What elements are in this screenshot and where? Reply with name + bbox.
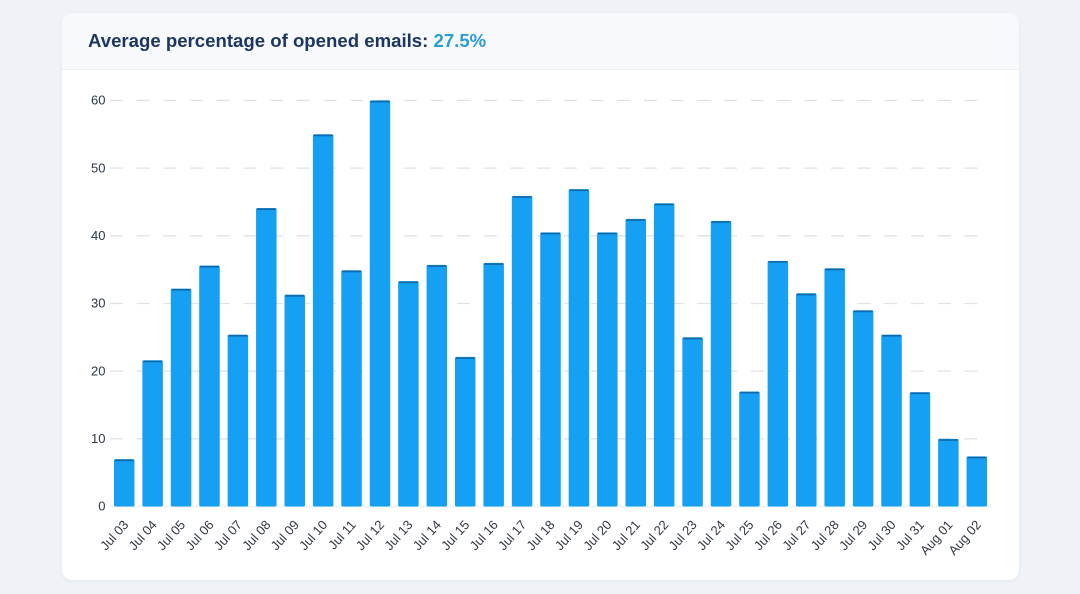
svg-text:Jul 20: Jul 20 (580, 517, 614, 553)
svg-text:Jul 15: Jul 15 (438, 517, 472, 553)
svg-text:0: 0 (98, 499, 105, 514)
svg-text:Jul 18: Jul 18 (523, 517, 557, 553)
svg-text:50: 50 (91, 160, 105, 175)
svg-text:Jul 21: Jul 21 (609, 517, 643, 553)
svg-text:Jul 10: Jul 10 (296, 517, 330, 553)
svg-text:Jul 04: Jul 04 (125, 517, 159, 553)
svg-text:20: 20 (91, 363, 105, 378)
svg-text:Jul 11: Jul 11 (325, 517, 359, 552)
svg-text:Jul 05: Jul 05 (154, 517, 188, 553)
svg-text:Jul 14: Jul 14 (410, 517, 444, 553)
svg-text:Jul 22: Jul 22 (637, 517, 671, 553)
svg-text:Jul 08: Jul 08 (239, 517, 273, 553)
svg-text:Jul 16: Jul 16 (467, 517, 501, 553)
svg-text:Jul 13: Jul 13 (381, 517, 415, 553)
svg-text:Jul 23: Jul 23 (665, 517, 699, 553)
svg-text:Jul 19: Jul 19 (552, 517, 586, 553)
svg-text:10: 10 (91, 431, 105, 446)
svg-text:Jul 09: Jul 09 (268, 517, 302, 553)
svg-text:60: 60 (91, 93, 105, 108)
svg-text:Jul 27: Jul 27 (779, 517, 813, 553)
svg-text:Jul 28: Jul 28 (808, 517, 842, 553)
svg-text:Jul 03: Jul 03 (97, 517, 131, 553)
svg-text:Jul 30: Jul 30 (864, 517, 898, 553)
svg-text:Jul 12: Jul 12 (353, 517, 387, 553)
svg-text:Jul 26: Jul 26 (751, 517, 785, 553)
svg-text:Jul 06: Jul 06 (182, 517, 216, 553)
svg-text:Jul 07: Jul 07 (211, 517, 245, 553)
svg-text:Jul 24: Jul 24 (694, 517, 728, 553)
svg-text:Jul 29: Jul 29 (836, 517, 870, 553)
svg-text:Jul 25: Jul 25 (722, 517, 756, 553)
svg-text:Jul 17: Jul 17 (495, 517, 529, 553)
svg-text:30: 30 (91, 296, 105, 311)
svg-text:40: 40 (91, 228, 105, 243)
